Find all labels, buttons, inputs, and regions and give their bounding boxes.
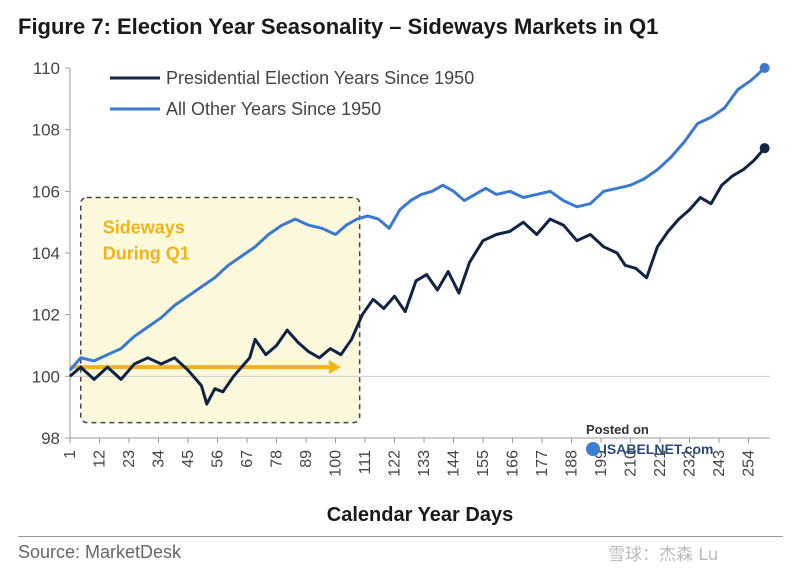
x-tick-label: 166 bbox=[505, 450, 522, 477]
x-tick-label: 122 bbox=[387, 450, 404, 477]
series-line-2 bbox=[68, 66, 766, 372]
y-tick-label: 98 bbox=[41, 429, 60, 448]
arrow-head bbox=[328, 360, 341, 375]
x-tick-label: 45 bbox=[180, 450, 197, 468]
x-tick-label: 1 bbox=[62, 450, 79, 459]
y-tick-label: 108 bbox=[32, 121, 60, 140]
x-tick-label: 78 bbox=[269, 450, 286, 468]
x-tick-label: 210 bbox=[623, 450, 640, 477]
y-tick-label: 106 bbox=[32, 182, 60, 201]
annotation-layer: Sideways During Q1 bbox=[70, 196, 361, 424]
x-tick-label: 89 bbox=[298, 450, 315, 468]
series-lines bbox=[68, 63, 770, 406]
x-tick-label: 221 bbox=[652, 450, 669, 477]
source-note: Source: MarketDesk bbox=[18, 542, 182, 562]
x-tick-label: 188 bbox=[564, 450, 581, 477]
x-tick-label: 23 bbox=[121, 450, 138, 468]
posted-on-text: Posted on bbox=[586, 422, 649, 437]
x-tick-label: 34 bbox=[151, 450, 168, 468]
annotation-text-line1: Sideways bbox=[103, 218, 185, 238]
source-divider bbox=[18, 536, 783, 537]
watermark-site: ISABELNET.com bbox=[586, 441, 713, 457]
x-axis-label: Calendar Year Days bbox=[327, 504, 513, 526]
x-tick-label: 100 bbox=[328, 450, 345, 477]
x-tick-label: 155 bbox=[475, 450, 492, 477]
legend-label-1: Presidential Election Years Since 1950 bbox=[166, 68, 474, 88]
corner-watermark: 雪球：杰森 Lu bbox=[608, 545, 719, 565]
x-tick-label: 144 bbox=[446, 450, 463, 477]
globe-icon bbox=[586, 442, 600, 456]
x-tick-label: 12 bbox=[92, 450, 109, 468]
series-line-1 bbox=[69, 147, 766, 406]
x-tick-label: 177 bbox=[534, 450, 551, 477]
x-tick-label: 133 bbox=[416, 450, 433, 477]
x-tick-label: 67 bbox=[239, 450, 256, 468]
series-endpoint-2 bbox=[759, 63, 770, 73]
watermark-site-text: ISABELNET.com bbox=[603, 441, 714, 457]
legend: Presidential Election Years Since 1950 Al… bbox=[110, 68, 474, 119]
x-tick-label: 232 bbox=[682, 450, 699, 477]
y-tick-label: 104 bbox=[32, 244, 60, 263]
x-tick-label: 243 bbox=[711, 450, 728, 477]
x-tick-label: 254 bbox=[741, 450, 758, 477]
legend-label-2: All Other Years Since 1950 bbox=[166, 99, 381, 119]
series-endpoint-1 bbox=[759, 143, 770, 154]
x-tick-label: 111 bbox=[357, 450, 374, 474]
chart-title: Figure 7: Election Year Seasonality – Si… bbox=[18, 14, 659, 39]
y-tick-label: 102 bbox=[32, 306, 60, 325]
x-tick-label: 199 bbox=[593, 450, 610, 477]
y-tick-label: 110 bbox=[33, 59, 60, 78]
annotation-text-line2: During Q1 bbox=[103, 244, 190, 264]
y-tick-label: 100 bbox=[32, 367, 60, 386]
x-tick-label: 56 bbox=[210, 450, 227, 468]
